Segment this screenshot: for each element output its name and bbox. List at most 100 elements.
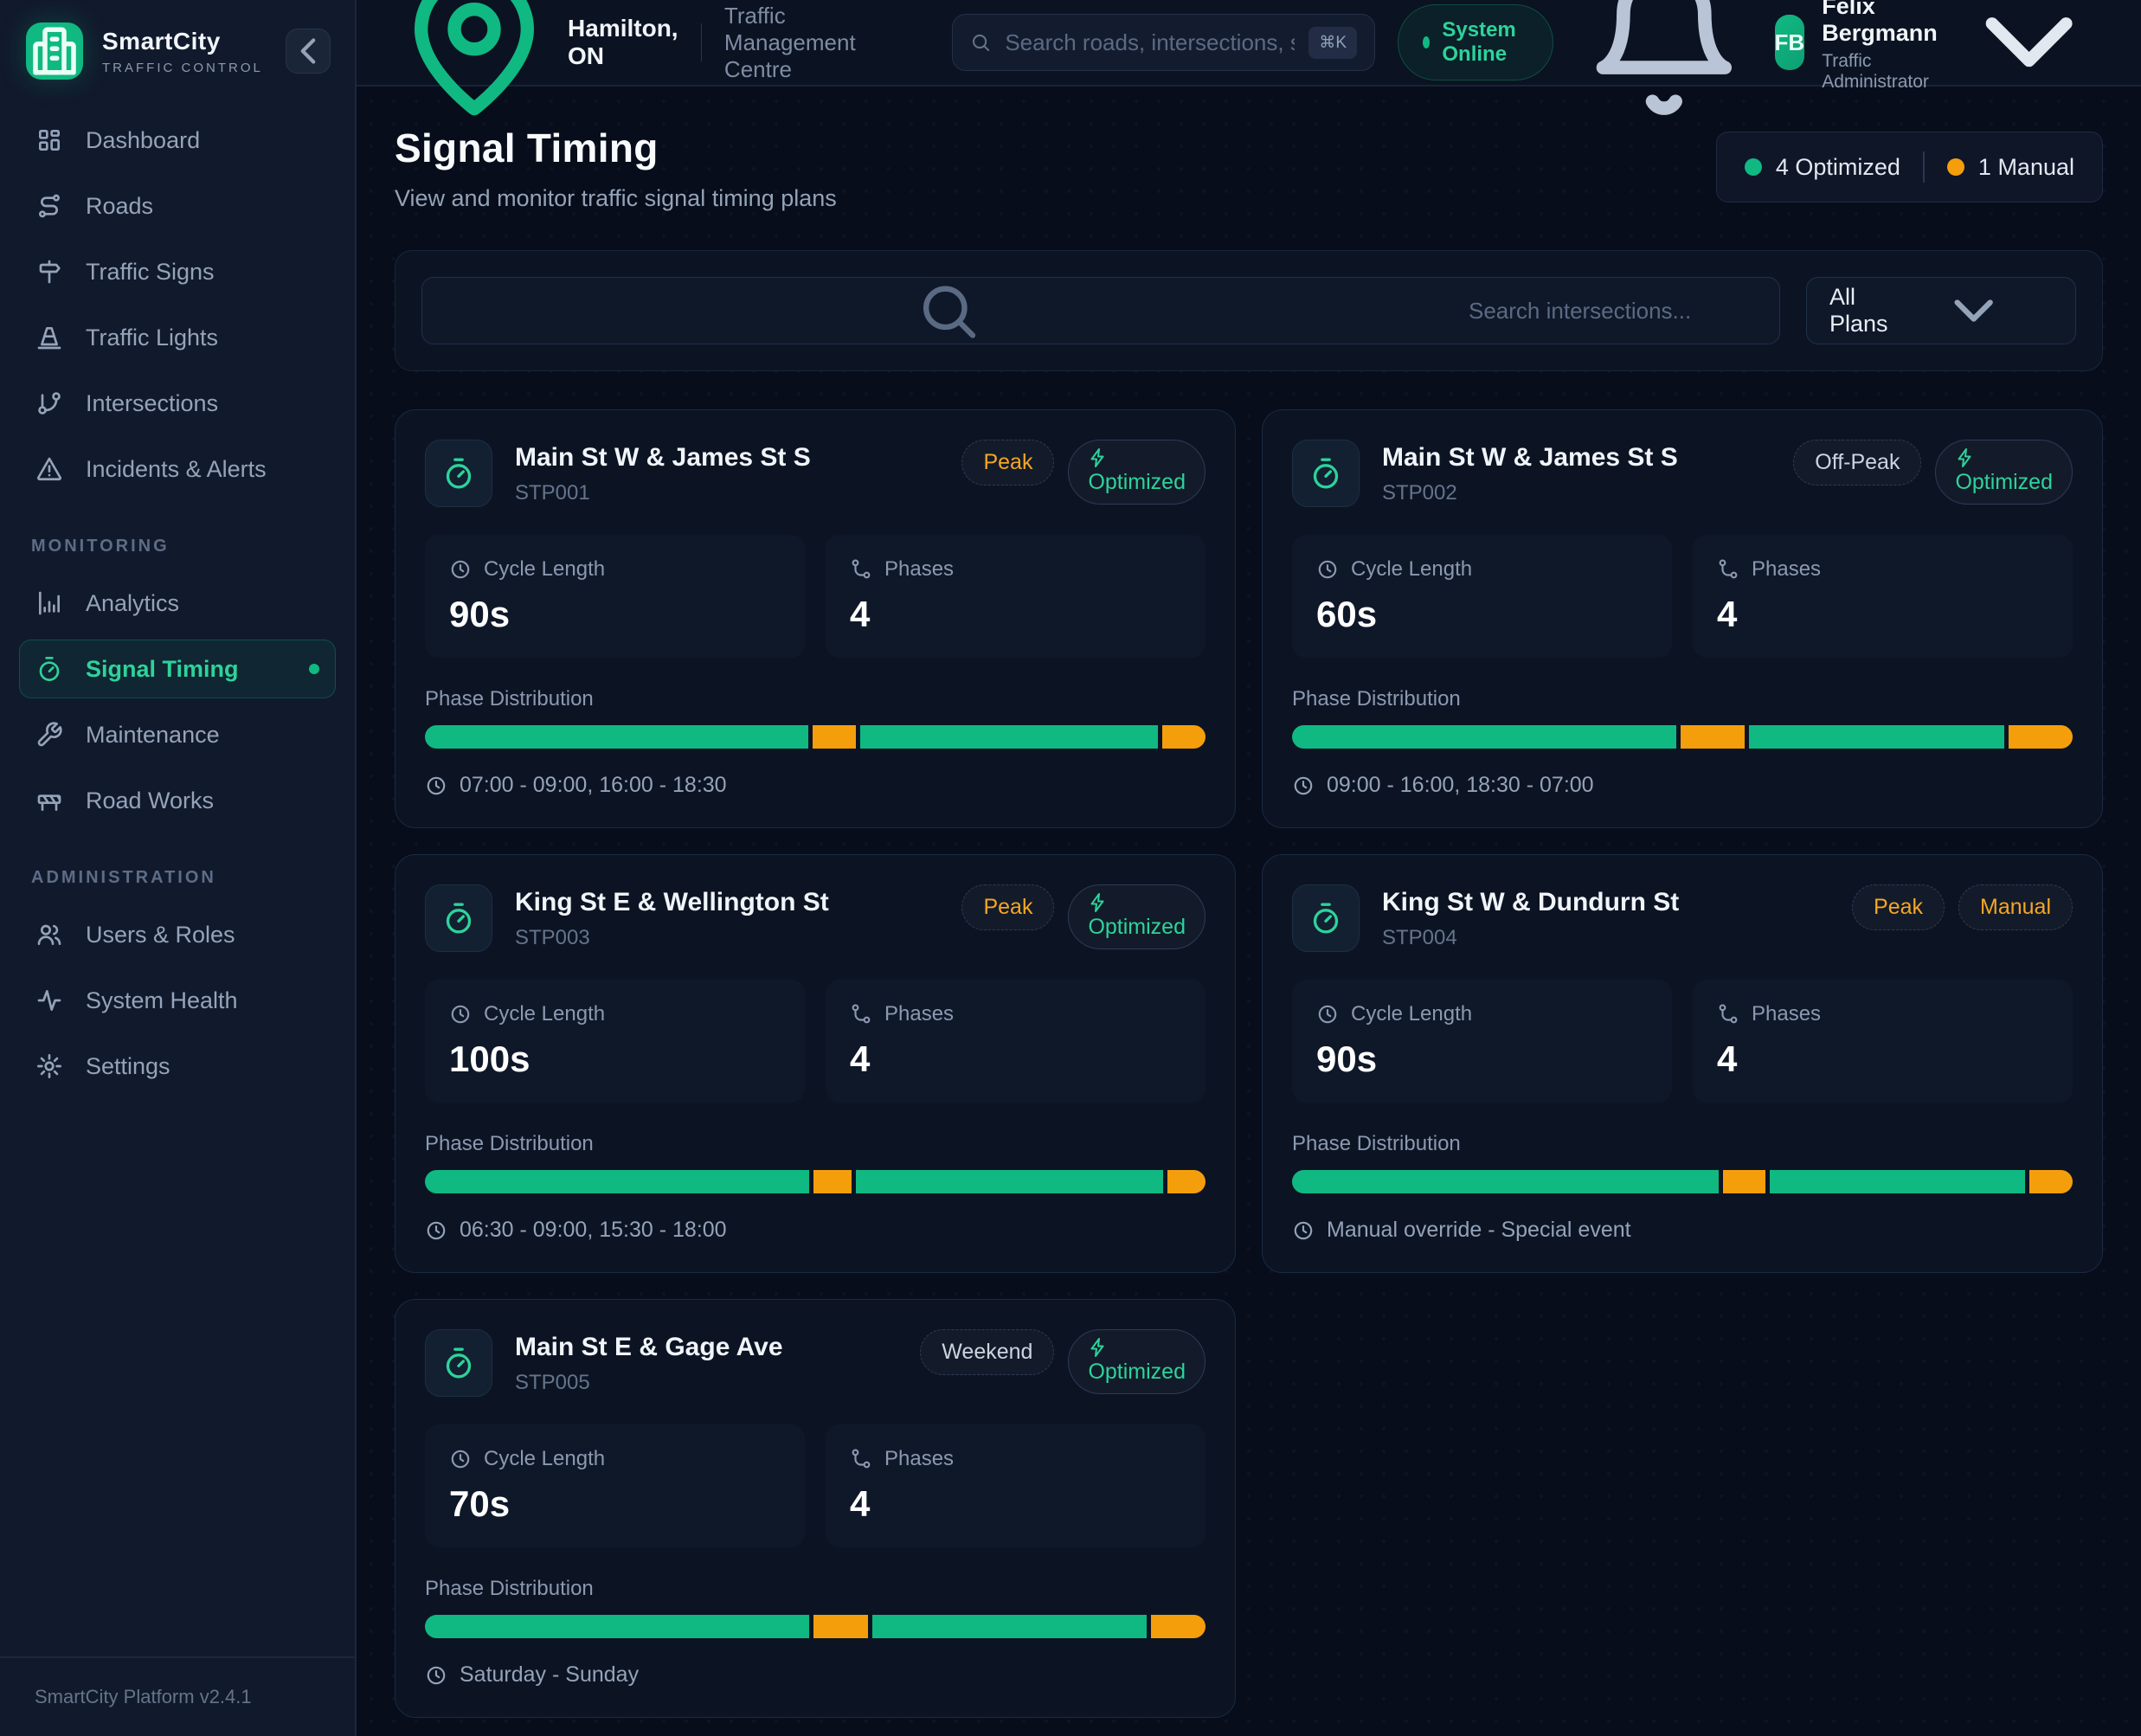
filter-bar: All Plans [395, 250, 2103, 371]
phase-segment-green [425, 1170, 809, 1193]
phase-segment-orange [1167, 1170, 1206, 1193]
timer-icon [1308, 456, 1343, 491]
phase-distribution-label: Phase Distribution [1292, 687, 1461, 710]
sidebar-item-road-works[interactable]: Road Works [19, 771, 336, 830]
clock-icon [425, 775, 447, 797]
sidebar-item-label: Traffic Signs [86, 258, 215, 285]
phases-stat-box: Phases 4 [826, 1424, 1206, 1547]
cycle-length-stat-box: Cycle Length 90s [1292, 980, 1672, 1103]
user-menu[interactable]: FB Felix Bergmann Traffic Administrator [1774, 0, 2103, 117]
phase-segment-green [1292, 1170, 1719, 1193]
optimized-badge: Optimized [1935, 440, 2073, 505]
route-icon [35, 192, 63, 220]
phases-label: Phases [884, 1447, 955, 1470]
sidebar-item-maintenance[interactable]: Maintenance [19, 705, 336, 764]
phase-distribution-label: Phase Distribution [425, 687, 594, 710]
avatar: FB [1774, 15, 1805, 70]
git-merge-icon [850, 1003, 872, 1026]
global-search-input[interactable] [1005, 29, 1296, 56]
phase-segment-orange [2029, 1170, 2073, 1193]
cycle-length-stat-box: Cycle Length 60s [1292, 535, 1672, 658]
sidebar-item-traffic-lights[interactable]: Traffic Lights [19, 308, 336, 367]
sidebar-header: SmartCity TRAFFIC CONTROL [0, 0, 355, 102]
cone-icon [35, 324, 63, 351]
phases-stat-box: Phases 4 [826, 980, 1206, 1103]
phase-segment-green [859, 725, 1159, 749]
phase-segment-orange [1150, 1615, 1206, 1638]
phase-distribution-label: Phase Distribution [1292, 1132, 1461, 1155]
system-status-pill[interactable]: System Online [1398, 4, 1553, 80]
badge-label: Peak [983, 895, 1033, 919]
topbar: Hamilton, ON Traffic Management Centre ⌘… [357, 0, 2141, 116]
sidebar-item-label: Signal Timing [86, 655, 239, 682]
sidebar-item-label: System Health [86, 987, 238, 1013]
search-shortcut-badge: ⌘K [1308, 26, 1358, 59]
schedule: 07:00 - 09:00, 16:00 - 18:30 [425, 773, 1206, 798]
sidebar-item-incidents-alerts[interactable]: Incidents & Alerts [19, 440, 336, 498]
optimized-badge: Optimized [1068, 1329, 1206, 1394]
phases-value: 4 [850, 1038, 871, 1079]
sidebar-item-system-health[interactable]: System Health [19, 971, 336, 1030]
cycle-length-label: Cycle Length [484, 1447, 606, 1470]
status-label: System Online [1442, 18, 1516, 66]
signal-plan-card-stp004: King St W & Dundurn St STP004 Peak Manual Cy… [1262, 854, 2103, 1273]
cycle-length-stat-box: Cycle Length 70s [425, 1424, 805, 1547]
sidebar-item-settings[interactable]: Settings [19, 1037, 336, 1096]
status-dot [1423, 36, 1431, 48]
page-subtitle: View and monitor traffic signal timing p… [395, 185, 837, 211]
building-icon [26, 23, 83, 80]
cycle-length-stat-box: Cycle Length 90s [425, 535, 805, 658]
sidebar-nav: Dashboard Roads Traffic Signs Traffic Light… [0, 102, 355, 1656]
user-name: Felix Bergmann [1822, 0, 1938, 46]
sidebar-item-label: Traffic Lights [86, 324, 219, 350]
phases-stat-box: Phases 4 [826, 535, 1206, 658]
cycle-length-label: Cycle Length [1351, 1002, 1473, 1026]
centre-name: Traffic Management Centre [723, 2, 856, 82]
phase-segment-green [855, 1170, 1163, 1193]
barrier-icon [35, 787, 63, 814]
chevron-down-icon [1955, 0, 2103, 117]
intersections-search [421, 277, 1780, 344]
sidebar-item-roads[interactable]: Roads [19, 177, 336, 235]
sidebar-item-label: Incidents & Alerts [86, 455, 267, 482]
zap-icon [1088, 1337, 1109, 1358]
intersection-name: Main St W & James St S [515, 443, 811, 472]
settings-icon [35, 1052, 63, 1080]
app-logo [26, 23, 83, 80]
search-icon [970, 15, 991, 70]
timer-icon [35, 655, 63, 683]
sidebar-item-label: Roads [86, 192, 154, 219]
intersection-name: King St E & Wellington St [515, 888, 829, 916]
plan-id: STP002 [1382, 481, 1457, 505]
schedule-text: 06:30 - 09:00, 15:30 - 18:00 [460, 1218, 727, 1242]
sidebar-item-label: Analytics [86, 589, 180, 616]
sidebar-item-signal-timing[interactable]: Signal Timing [19, 640, 336, 698]
sidebar-item-users-roles[interactable]: Users & Roles [19, 905, 336, 964]
stat-item: 4 Optimized [1744, 154, 1900, 181]
plan-filter-select[interactable]: All Plans [1806, 277, 2076, 344]
signal-plan-card-stp002: Main St W & James St S STP002 Off-Peak Opti… [1262, 409, 2103, 828]
phase-distribution-bar [425, 1615, 1206, 1638]
phase-distribution-bar [425, 1170, 1206, 1193]
chevron-down-icon [1894, 278, 2053, 344]
phase-segment-orange [1680, 725, 1745, 749]
phase-segment-green [425, 1615, 809, 1638]
plan-id: STP003 [515, 926, 590, 949]
badge-label: Manual [1980, 895, 2051, 919]
sidebar-collapse-button[interactable] [286, 29, 331, 74]
sidebar: SmartCity TRAFFIC CONTROL Dashboard Roads… [0, 0, 357, 1736]
phase-distribution-bar [425, 725, 1206, 749]
manual-badge: Manual [1958, 884, 2073, 930]
intersections-search-input[interactable] [1469, 297, 1758, 325]
stat-item: 1 Manual [1946, 154, 2074, 181]
map-pin-icon [395, 0, 554, 122]
sidebar-item-intersections[interactable]: Intersections [19, 374, 336, 433]
clock-icon [1316, 1003, 1339, 1026]
cycle-length-label: Cycle Length [484, 557, 606, 581]
timer-icon [441, 1346, 476, 1380]
notifications-button[interactable] [1583, 0, 1746, 125]
sidebar-item-traffic-signs[interactable]: Traffic Signs [19, 242, 336, 301]
sidebar-item-analytics[interactable]: Analytics [19, 574, 336, 633]
phase-segment-green [871, 1615, 1147, 1638]
sidebar-item-dashboard[interactable]: Dashboard [19, 111, 336, 170]
